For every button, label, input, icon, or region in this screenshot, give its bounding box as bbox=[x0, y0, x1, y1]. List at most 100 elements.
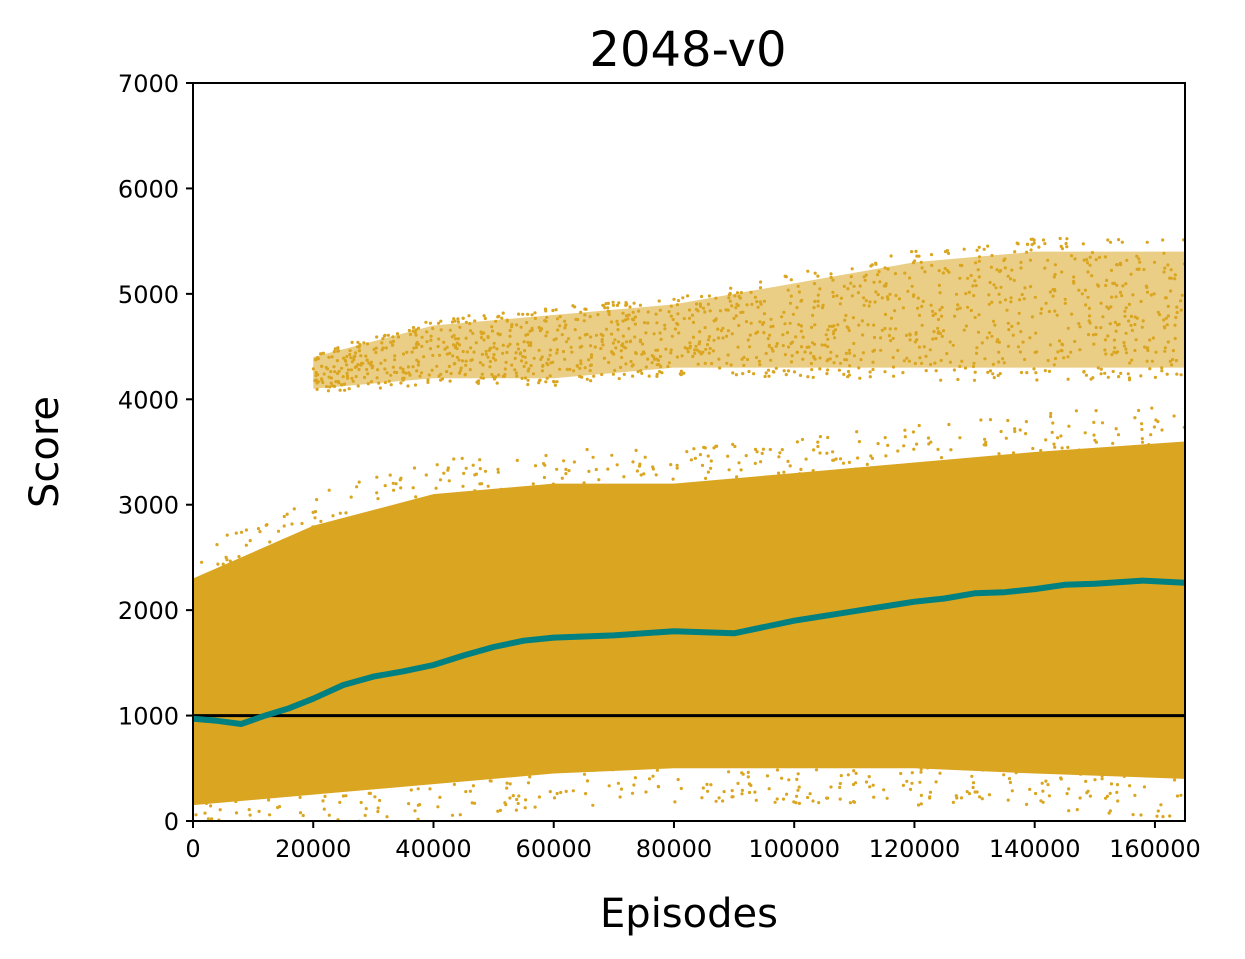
scatter-point bbox=[340, 788, 344, 792]
scatter-point bbox=[761, 762, 765, 766]
scatter-point bbox=[930, 263, 934, 267]
scatter-point bbox=[1172, 414, 1176, 418]
scatter-point bbox=[510, 323, 514, 327]
scatter-point bbox=[786, 459, 790, 463]
scatter-point bbox=[868, 370, 872, 374]
scatter-point bbox=[1122, 593, 1127, 597]
scatter-point bbox=[781, 797, 786, 801]
scatter-points bbox=[193, 236, 1185, 821]
scatter-point bbox=[713, 580, 717, 584]
scatter-point bbox=[973, 513, 977, 518]
scatter-point bbox=[231, 744, 235, 748]
scatter-point bbox=[503, 521, 507, 525]
scatter-point bbox=[956, 585, 960, 589]
scatter-point bbox=[949, 448, 953, 452]
scatter-point bbox=[553, 383, 558, 387]
scatter-point bbox=[886, 508, 890, 512]
scatter-point bbox=[220, 786, 224, 791]
scatter-point bbox=[746, 775, 750, 779]
scatter-point bbox=[1100, 774, 1104, 778]
scatter-point bbox=[1156, 310, 1160, 314]
scatter-point bbox=[991, 372, 995, 376]
scatter-point bbox=[660, 552, 664, 556]
scatter-point bbox=[1068, 555, 1072, 559]
scatter-point bbox=[376, 593, 380, 597]
scatter-point bbox=[227, 605, 231, 609]
scatter-point bbox=[905, 586, 909, 590]
scatter-point bbox=[973, 315, 977, 320]
scatter-point bbox=[295, 609, 299, 613]
scatter-point bbox=[1070, 660, 1074, 664]
scatter-point bbox=[456, 320, 460, 324]
scatter-point bbox=[218, 652, 222, 657]
scatter-point bbox=[211, 730, 215, 734]
scatter-point bbox=[957, 681, 961, 685]
x-axis-label: Episodes bbox=[600, 891, 778, 937]
scatter-point bbox=[650, 670, 655, 674]
scatter-point bbox=[851, 484, 855, 488]
scatter-point bbox=[589, 344, 593, 348]
scatter-point bbox=[438, 622, 442, 626]
scatter-point bbox=[371, 742, 375, 746]
scatter-point bbox=[490, 640, 495, 645]
scatter-point bbox=[769, 325, 773, 329]
scatter-point bbox=[899, 493, 903, 497]
scatter-point bbox=[597, 629, 601, 633]
scatter-point bbox=[1063, 473, 1067, 477]
scatter-point bbox=[511, 501, 516, 505]
scatter-point bbox=[1027, 516, 1031, 520]
scatter-point bbox=[1117, 375, 1121, 379]
scatter-point bbox=[500, 316, 504, 320]
scatter-point bbox=[436, 534, 440, 539]
scatter-point bbox=[1129, 689, 1133, 693]
scatter-point bbox=[339, 693, 343, 697]
scatter-point bbox=[1099, 694, 1103, 698]
scatter-point bbox=[296, 649, 300, 653]
scatter-point bbox=[883, 312, 888, 316]
scatter-point bbox=[385, 634, 389, 638]
scatter-point bbox=[619, 708, 623, 713]
scatter-point bbox=[960, 642, 965, 646]
scatter-point bbox=[544, 672, 548, 676]
scatter-point bbox=[817, 801, 821, 805]
scatter-point bbox=[1152, 260, 1157, 264]
scatter-point bbox=[893, 272, 898, 276]
scatter-point bbox=[1165, 323, 1169, 327]
scatter-point bbox=[320, 378, 324, 382]
scatter-point bbox=[987, 793, 992, 797]
scatter-point bbox=[1014, 771, 1018, 775]
scatter-point bbox=[1114, 427, 1118, 431]
scatter-point bbox=[1086, 765, 1090, 769]
scatter-point bbox=[902, 444, 906, 448]
scatter-point bbox=[582, 703, 586, 707]
scatter-point bbox=[861, 680, 865, 684]
scatter-point bbox=[886, 267, 890, 271]
scatter-point bbox=[373, 795, 377, 799]
scatter-point bbox=[518, 760, 523, 764]
scatter-point bbox=[248, 711, 253, 715]
scatter-point bbox=[655, 676, 660, 680]
scatter-point bbox=[612, 679, 617, 684]
scatter-point bbox=[582, 518, 586, 522]
scatter-point bbox=[599, 647, 604, 651]
scatter-point bbox=[287, 623, 291, 627]
scatter-point bbox=[207, 763, 211, 767]
scatter-point bbox=[697, 694, 701, 698]
scatter-point bbox=[1016, 345, 1021, 349]
scatter-point bbox=[313, 609, 317, 613]
scatter-point bbox=[607, 312, 611, 317]
scatter-point bbox=[679, 369, 684, 373]
scatter-point bbox=[782, 649, 786, 653]
scatter-point bbox=[765, 648, 770, 652]
scatter-point bbox=[441, 544, 445, 548]
scatter-point bbox=[1175, 305, 1179, 309]
scatter-point bbox=[868, 560, 872, 564]
scatter-point bbox=[972, 361, 976, 365]
scatter-point bbox=[641, 350, 646, 354]
scatter-point bbox=[1058, 634, 1062, 638]
scatter-point bbox=[1074, 751, 1078, 755]
scatter-point bbox=[853, 710, 857, 714]
scatter-point bbox=[889, 728, 893, 732]
scatter-point bbox=[715, 444, 719, 448]
scatter-point bbox=[872, 335, 877, 340]
